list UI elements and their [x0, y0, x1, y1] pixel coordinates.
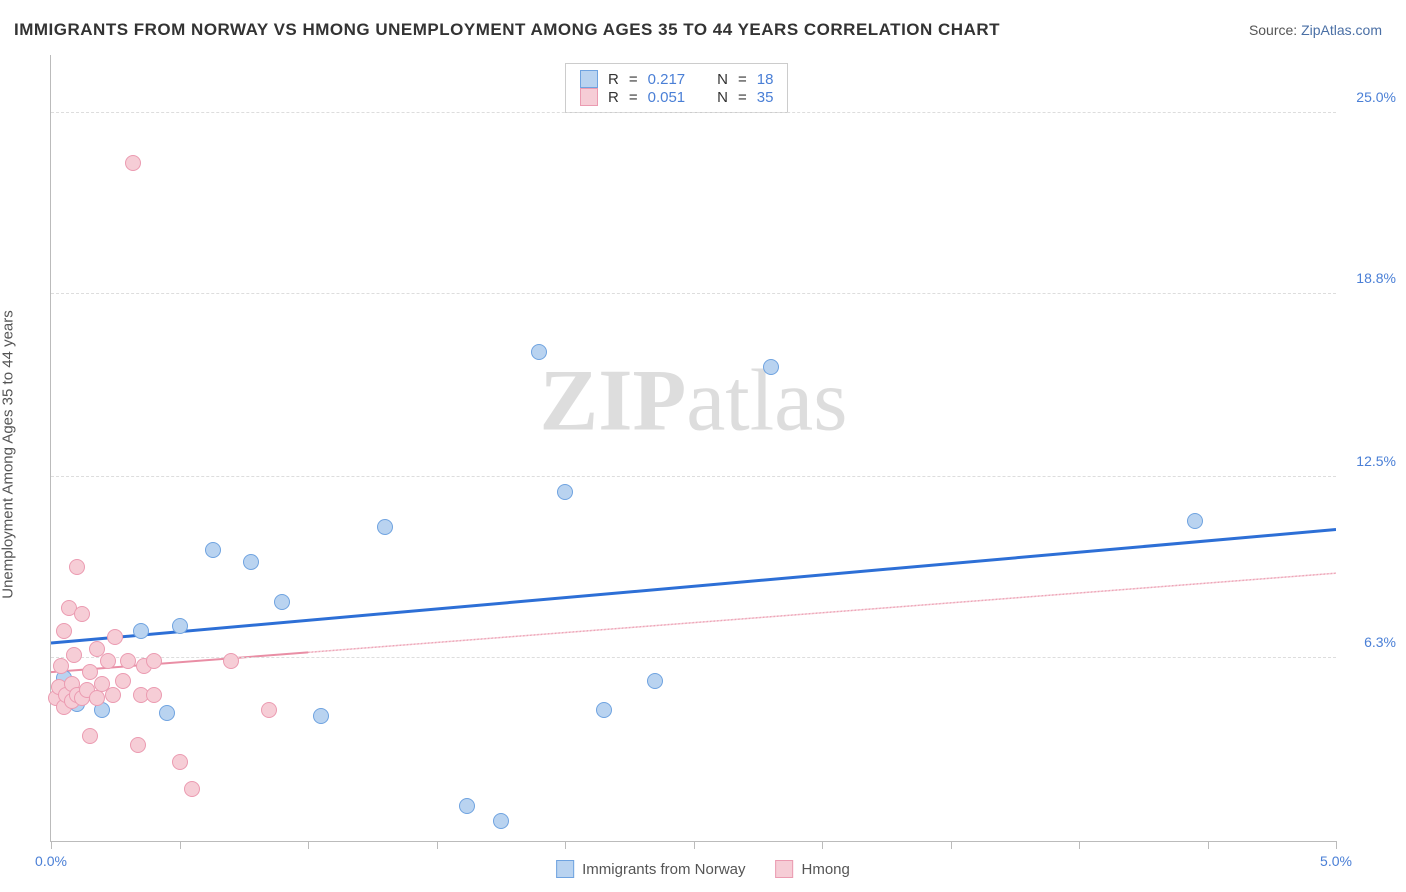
x-tick — [1336, 841, 1337, 849]
scatter-point-hmong — [69, 559, 85, 575]
scatter-point-hmong — [115, 673, 131, 689]
series-legend: Immigrants from Norway Hmong — [556, 860, 850, 878]
scatter-point-hmong — [100, 653, 116, 669]
scatter-point-hmong — [261, 702, 277, 718]
source-block: Source: ZipAtlas.com — [1249, 22, 1382, 38]
x-tick — [694, 841, 695, 849]
eq: = — [738, 89, 747, 106]
legend-label: Hmong — [802, 861, 850, 878]
scatter-point-norway — [172, 618, 188, 634]
scatter-point-hmong — [66, 647, 82, 663]
legend-item-hmong: Hmong — [776, 860, 850, 878]
scatter-point-norway — [493, 813, 509, 829]
scatter-point-norway — [763, 359, 779, 375]
scatter-point-hmong — [82, 728, 98, 744]
chart-plot-area: ZIPatlas R=0.217N=18R=0.051N=35 6.3%12.5… — [50, 55, 1336, 842]
y-tick-label: 6.3% — [1364, 634, 1396, 650]
scatter-point-norway — [1187, 513, 1203, 529]
watermark-prefix: ZIP — [540, 352, 687, 449]
n-label: N — [717, 71, 728, 88]
r-value: 0.051 — [648, 89, 686, 106]
legend-swatch — [776, 860, 794, 878]
scatter-point-hmong — [107, 629, 123, 645]
legend-swatch — [580, 88, 598, 106]
legend-item-norway: Immigrants from Norway — [556, 860, 745, 878]
x-tick — [180, 841, 181, 849]
grid-line — [51, 657, 1336, 658]
correlation-row-norway: R = 0.217 N = 18 — [580, 70, 773, 88]
scatter-point-hmong — [146, 653, 162, 669]
eq: = — [629, 71, 638, 88]
x-tick — [1079, 841, 1080, 849]
scatter-point-norway — [459, 798, 475, 814]
scatter-point-norway — [531, 344, 547, 360]
watermark: ZIPatlas — [540, 350, 848, 451]
scatter-point-hmong — [172, 754, 188, 770]
x-tick — [308, 841, 309, 849]
scatter-point-norway — [274, 594, 290, 610]
scatter-point-hmong — [223, 653, 239, 669]
scatter-point-norway — [313, 708, 329, 724]
scatter-point-hmong — [125, 155, 141, 171]
chart-title: IMMIGRANTS FROM NORWAY VS HMONG UNEMPLOY… — [14, 20, 1000, 40]
x-tick — [51, 841, 52, 849]
legend-label: Immigrants from Norway — [582, 861, 745, 878]
scatter-point-norway — [557, 484, 573, 500]
y-tick-label: 18.8% — [1356, 270, 1396, 286]
y-tick-label: 12.5% — [1356, 453, 1396, 469]
regression-lines-layer — [51, 55, 1336, 841]
legend-swatch — [556, 860, 574, 878]
scatter-point-norway — [133, 623, 149, 639]
source-link[interactable]: ZipAtlas.com — [1301, 22, 1382, 38]
scatter-point-hmong — [105, 687, 121, 703]
x-tick — [565, 841, 566, 849]
grid-line — [51, 293, 1336, 294]
n-value: 18 — [757, 71, 774, 88]
n-label: N — [717, 89, 728, 106]
scatter-point-hmong — [184, 781, 200, 797]
scatter-point-norway — [243, 554, 259, 570]
scatter-point-norway — [596, 702, 612, 718]
r-value: 0.217 — [648, 71, 686, 88]
regression-line-hmong-extrapolated — [308, 573, 1336, 652]
x-tick — [951, 841, 952, 849]
y-tick-label: 25.0% — [1356, 89, 1396, 105]
scatter-point-hmong — [74, 606, 90, 622]
r-label: R — [608, 71, 619, 88]
scatter-point-norway — [377, 519, 393, 535]
grid-line — [51, 476, 1336, 477]
eq: = — [738, 71, 747, 88]
eq: = — [629, 89, 638, 106]
correlation-row-hmong: R = 0.051 N = 35 — [580, 88, 773, 106]
regression-line-norway — [51, 530, 1336, 644]
y-axis-label: Unemployment Among Ages 35 to 44 years — [0, 310, 17, 599]
legend-swatch — [580, 70, 598, 88]
x-tick — [822, 841, 823, 849]
scatter-point-norway — [205, 542, 221, 558]
scatter-point-hmong — [53, 658, 69, 674]
x-tick — [437, 841, 438, 849]
scatter-point-hmong — [120, 653, 136, 669]
scatter-point-hmong — [89, 690, 105, 706]
r-label: R — [608, 89, 619, 106]
grid-line — [51, 112, 1336, 113]
n-value: 35 — [757, 89, 774, 106]
scatter-point-norway — [647, 673, 663, 689]
x-tick-label: 5.0% — [1320, 853, 1352, 869]
source-label: Source: — [1249, 22, 1297, 38]
scatter-point-hmong — [56, 623, 72, 639]
scatter-point-hmong — [146, 687, 162, 703]
scatter-point-norway — [159, 705, 175, 721]
x-tick — [1208, 841, 1209, 849]
x-tick-label: 0.0% — [35, 853, 67, 869]
correlation-legend: R = 0.217 N = 18 R = 0.051 N = 35 — [565, 63, 788, 113]
scatter-point-hmong — [82, 664, 98, 680]
scatter-point-hmong — [130, 737, 146, 753]
